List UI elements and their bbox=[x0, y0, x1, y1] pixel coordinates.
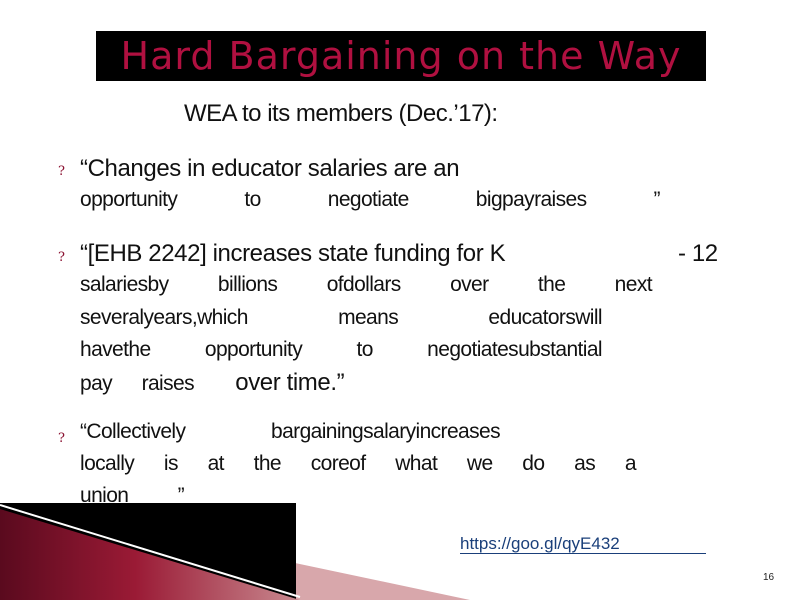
word: opportunity bbox=[204, 338, 303, 361]
word: next bbox=[614, 273, 653, 296]
bullet-icon: ? bbox=[58, 431, 65, 446]
quote1-line1: “Changes in educator salaries are an bbox=[80, 155, 460, 182]
word: salariesby bbox=[80, 273, 169, 296]
word: a bbox=[624, 452, 637, 475]
light-wedge bbox=[295, 563, 470, 600]
word: union bbox=[80, 484, 129, 507]
word: the bbox=[537, 273, 566, 296]
word: ofdollars bbox=[326, 273, 402, 296]
title-banner: Hard Bargaining on the Way bbox=[96, 31, 706, 81]
quote2-line5: pay raises over time.” bbox=[80, 369, 380, 397]
quote2-line5-words: pay raises bbox=[80, 372, 195, 396]
quote3-line2: locally is at the coreof what we do as a bbox=[80, 452, 637, 476]
source-link[interactable]: https://goo.gl/qyE432 bbox=[460, 534, 706, 554]
word: “Collectively bbox=[80, 420, 186, 443]
word: bargainingsalaryincreases bbox=[271, 420, 501, 443]
word: ” bbox=[177, 484, 185, 507]
word: educatorswill bbox=[488, 306, 602, 329]
word: coreof bbox=[310, 452, 366, 475]
slide-title: Hard Bargaining on the Way bbox=[120, 34, 682, 78]
word: havethe bbox=[80, 338, 151, 361]
word: is bbox=[163, 452, 179, 475]
quote1-line2: opportunity to negotiate bigpayraises ” bbox=[80, 188, 661, 212]
quote2-line5-tail: over time.” bbox=[235, 369, 345, 396]
white-stripe bbox=[0, 504, 301, 598]
red-wedge bbox=[0, 509, 300, 600]
slide-subtitle: WEA to its members (Dec.’17): bbox=[184, 100, 498, 127]
word: bigpayraises bbox=[475, 188, 587, 211]
word: locally bbox=[80, 452, 135, 475]
quote3-line3: union ” bbox=[80, 484, 185, 508]
word: means bbox=[338, 306, 399, 329]
word: ” bbox=[653, 188, 661, 211]
word: what bbox=[395, 452, 438, 475]
word: opportunity bbox=[80, 188, 178, 211]
quote2-line1-suffix: - 12 bbox=[678, 240, 718, 267]
word: over bbox=[450, 273, 489, 296]
page-number: 16 bbox=[763, 572, 775, 583]
word: severalyears,which bbox=[80, 306, 248, 329]
word: to bbox=[356, 338, 374, 361]
word: negotiate bbox=[327, 188, 410, 211]
word: pay bbox=[80, 372, 113, 395]
quote2-line1: “[EHB 2242] increases state funding for … bbox=[80, 240, 506, 267]
word: at bbox=[207, 452, 225, 475]
word: the bbox=[253, 452, 282, 475]
word: to bbox=[244, 188, 261, 211]
corner-decoration bbox=[0, 503, 470, 600]
bullet-icon: ? bbox=[58, 250, 65, 265]
word: do bbox=[522, 452, 545, 475]
word: negotiatesubstantial bbox=[427, 338, 602, 361]
word: we bbox=[466, 452, 493, 475]
word: billions bbox=[217, 273, 278, 296]
quote3-line1: “Collectively bargainingsalaryincreases bbox=[80, 420, 501, 444]
bullet-icon: ? bbox=[58, 164, 65, 179]
quote2-line4: havethe opportunity to negotiatesubstantial bbox=[80, 338, 603, 362]
word: raises bbox=[141, 372, 195, 395]
word: as bbox=[574, 452, 596, 475]
quote2-line2: salariesby billions ofdollars over the next bbox=[80, 273, 653, 297]
quote2-line3: severalyears,which means educatorswill bbox=[80, 306, 603, 330]
